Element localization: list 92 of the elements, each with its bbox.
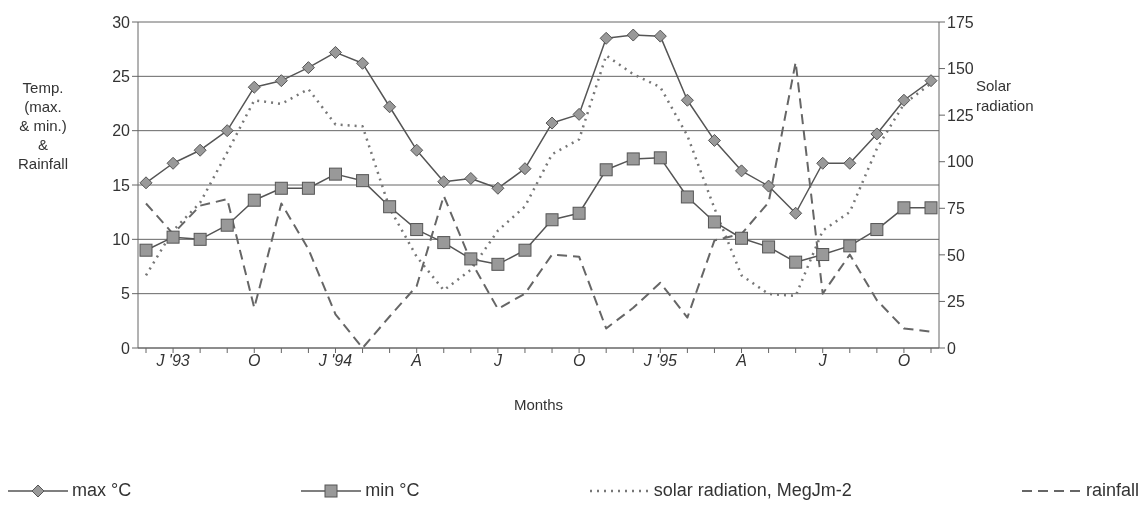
point — [139, 243, 153, 257]
point — [897, 201, 911, 215]
y-tick-label: 25 — [112, 68, 131, 86]
point — [301, 181, 315, 195]
legend-label: max °C — [72, 480, 132, 501]
y2-tick-label: 0 — [947, 339, 956, 357]
point — [139, 176, 153, 190]
point — [843, 156, 857, 170]
point — [518, 162, 532, 176]
y-tick-label: 5 — [121, 285, 131, 303]
point — [870, 127, 884, 141]
point — [518, 243, 532, 257]
point — [572, 107, 586, 121]
point — [735, 231, 749, 245]
point — [220, 124, 234, 138]
point — [545, 116, 559, 130]
point — [383, 100, 397, 114]
point — [897, 93, 911, 107]
point — [762, 240, 776, 254]
point — [707, 133, 721, 147]
point — [653, 29, 667, 43]
y-axis-title: Temp. (max. & min.) & Rainfall — [17, 78, 69, 173]
point — [437, 175, 451, 189]
point — [870, 223, 884, 237]
point — [599, 163, 613, 177]
y-tick-label: 20 — [112, 122, 131, 140]
x-tick-label: A — [410, 352, 423, 370]
point — [843, 239, 857, 253]
point — [328, 45, 342, 59]
point — [193, 232, 207, 246]
point — [328, 167, 342, 181]
x-tick-label: J — [817, 352, 828, 370]
point — [437, 236, 451, 250]
y-tick-label: 30 — [112, 13, 131, 31]
point — [545, 213, 559, 227]
point — [735, 164, 749, 178]
y2-tick-label: 150 — [947, 60, 974, 78]
point — [816, 248, 830, 262]
legend-label: solar radiation, MegJm-2 — [653, 480, 852, 501]
point — [410, 223, 424, 237]
point — [166, 156, 180, 170]
point — [707, 215, 721, 229]
x-tick-label: J '95 — [642, 352, 678, 370]
point — [680, 93, 694, 107]
y2-tick-label: 100 — [947, 153, 974, 171]
x-axis-title: Months — [513, 396, 564, 413]
y2-tick-label: 175 — [947, 13, 974, 31]
legend-label: min °C — [365, 480, 420, 501]
point — [626, 152, 640, 166]
y-tick-label: 0 — [121, 339, 131, 357]
point — [924, 201, 938, 215]
y2-axis-title: Solar radiation — [976, 76, 1034, 116]
y-tick-label: 10 — [112, 231, 131, 249]
point — [193, 143, 207, 157]
point — [247, 80, 261, 94]
point — [924, 74, 938, 88]
x-tick-label: O — [572, 352, 586, 370]
y-tick-label: 15 — [112, 176, 131, 194]
point — [816, 156, 830, 170]
point — [653, 151, 667, 165]
point — [220, 218, 234, 232]
point — [166, 230, 180, 244]
x-tick-label: J '94 — [317, 352, 353, 370]
y2-tick-label: 50 — [947, 246, 965, 264]
x-tick-label: J — [492, 352, 503, 370]
point — [572, 206, 586, 220]
point — [274, 181, 288, 195]
point — [599, 31, 613, 45]
point — [491, 181, 505, 195]
point — [247, 193, 261, 207]
point — [680, 190, 694, 204]
point — [301, 61, 315, 75]
x-tick-label: O — [248, 352, 261, 370]
legend-label: rainfall — [1085, 480, 1139, 501]
y2-tick-label: 25 — [947, 293, 965, 311]
point — [789, 206, 803, 220]
point — [383, 200, 397, 214]
y2-tick-label: 75 — [947, 199, 965, 217]
point — [356, 56, 370, 70]
point — [356, 174, 370, 188]
point — [464, 252, 478, 266]
x-tick-label: O — [897, 352, 911, 370]
x-tick-label: J '93 — [155, 352, 190, 370]
point — [762, 179, 776, 193]
point — [789, 255, 803, 269]
point — [274, 74, 288, 88]
x-tick-label: A — [735, 352, 747, 370]
point — [410, 143, 424, 157]
point — [464, 171, 478, 185]
point — [491, 257, 505, 271]
y2-tick-label: 125 — [947, 106, 974, 124]
point — [626, 28, 640, 42]
